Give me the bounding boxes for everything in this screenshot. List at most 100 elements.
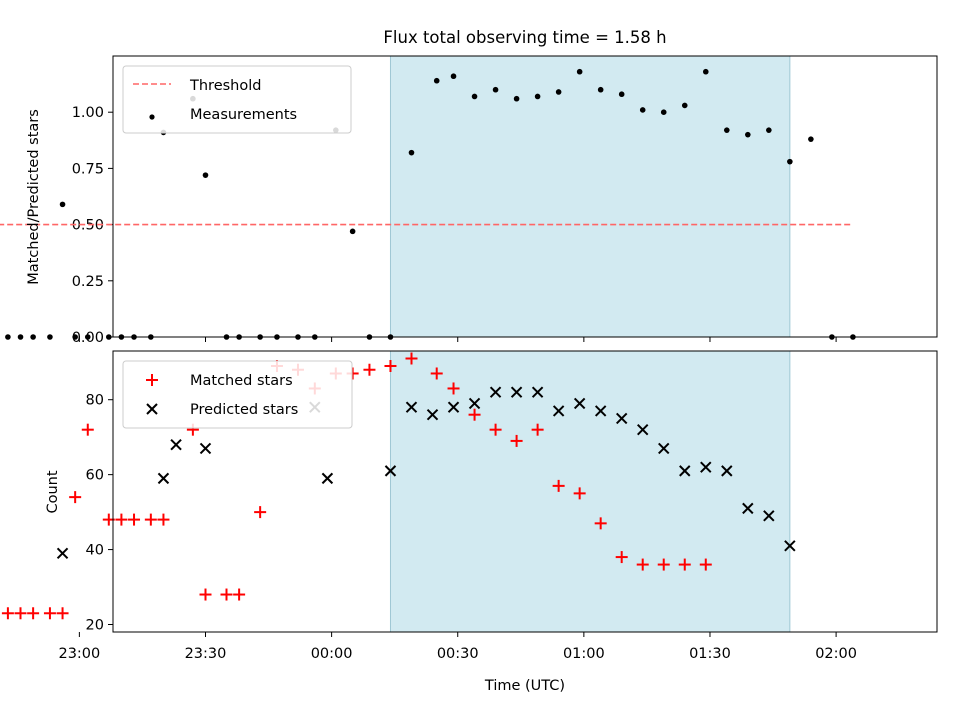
measurement-point <box>513 95 520 102</box>
predicted-star-point <box>531 386 544 398</box>
matched-star-point <box>699 558 712 571</box>
marker-stroke <box>199 442 212 455</box>
legend-matched-label: Matched stars <box>190 373 293 389</box>
predicted-star-point <box>321 472 334 485</box>
measurement-point <box>702 68 709 75</box>
y-tick-label: 40 <box>86 543 104 559</box>
x-tick-label: 23:30 <box>185 646 227 662</box>
marker-stroke <box>170 438 182 451</box>
x-tick-label: 01:30 <box>689 646 731 662</box>
measurement-point <box>766 127 772 133</box>
measurement-point <box>618 91 625 98</box>
predicted-star-point <box>170 438 182 451</box>
marker-stroke <box>700 461 712 473</box>
marker-stroke <box>384 465 397 477</box>
x-tick-label: 02:00 <box>815 646 857 662</box>
measurement-point <box>349 228 356 235</box>
predicted-star-point <box>784 540 796 552</box>
y-tick-label: 20 <box>86 618 104 634</box>
marker-stroke <box>573 397 586 410</box>
measurement-point <box>433 77 440 84</box>
measurement-point <box>576 68 583 75</box>
predicted-star-point <box>468 397 481 410</box>
legend-threshold-label: Threshold <box>189 78 261 94</box>
marker-stroke <box>321 472 334 485</box>
predicted-star-point <box>742 502 754 515</box>
y-tick-label: 0.25 <box>72 274 104 290</box>
measurement-point <box>492 86 499 93</box>
x-tick-label: 23:00 <box>58 646 100 662</box>
matched-star-point <box>678 558 691 571</box>
measurement-point <box>202 172 209 178</box>
matched-star-point <box>447 382 460 395</box>
matched-star-point <box>531 423 544 436</box>
measurement-point <box>471 93 478 100</box>
marker-stroke <box>658 442 670 455</box>
y-tick-label: 1.00 <box>72 105 104 121</box>
y-tick-label: 0.50 <box>72 218 104 234</box>
matched-star-point <box>573 487 586 500</box>
bottom-legend-box <box>122 360 353 429</box>
matched-star-point <box>233 588 246 601</box>
measurement-point <box>681 102 688 109</box>
matched-star-point <box>14 607 27 620</box>
bottom-legend: Matched stars Predicted stars <box>122 360 353 429</box>
y-tick-label: 60 <box>86 468 104 484</box>
measurement-point <box>59 201 66 208</box>
matched-star-point <box>615 551 628 564</box>
marker-stroke <box>615 412 628 425</box>
predicted-star-point <box>56 547 69 560</box>
predicted-star-point <box>157 472 170 485</box>
marker-stroke <box>405 401 418 413</box>
predicted-star-point <box>721 465 733 477</box>
matched-star-point <box>552 479 565 492</box>
chart-title: Flux total observing time = 1.58 h <box>383 28 666 47</box>
matched-star-point <box>115 513 128 526</box>
matched-star-point <box>363 363 376 376</box>
marker-stroke <box>56 547 69 560</box>
matched-star-point <box>405 352 418 365</box>
x-tick-label: 00:30 <box>437 646 479 662</box>
bottom-shaded-interval <box>389 350 791 633</box>
predicted-star-point <box>199 442 212 455</box>
predicted-star-point <box>426 408 439 421</box>
measurement-point <box>84 334 91 340</box>
predicted-star-point <box>447 401 460 413</box>
matched-star-point <box>144 513 157 526</box>
matched-star-point <box>1 607 14 620</box>
measurement-point <box>408 149 415 156</box>
top-legend-box <box>122 65 352 134</box>
matched-star-point <box>468 408 481 421</box>
predicted-star-point <box>510 386 523 398</box>
matched-star-point <box>636 558 649 571</box>
marker-stroke <box>637 423 649 436</box>
top-shaded-interval <box>389 55 791 338</box>
marker-stroke <box>594 405 607 417</box>
bottom-y-axis-label: Count <box>45 470 61 513</box>
marker-stroke <box>721 465 733 477</box>
predicted-star-point <box>637 423 649 436</box>
marker-stroke <box>552 405 565 417</box>
legend-measurements-label: Measurements <box>190 107 297 123</box>
matched-star-point <box>220 588 233 601</box>
measurement-point <box>723 127 730 133</box>
marker-stroke <box>679 465 691 477</box>
measurement-point <box>787 158 793 165</box>
matched-star-point <box>43 607 56 620</box>
predicted-star-point <box>700 461 712 473</box>
predicted-star-point <box>405 401 418 413</box>
matched-star-point <box>128 513 141 526</box>
matched-star-point <box>27 607 40 620</box>
matched-star-point <box>199 588 212 601</box>
marker-stroke <box>426 408 439 421</box>
matched-star-point <box>594 517 607 530</box>
legend-predicted-label: Predicted stars <box>190 402 298 418</box>
legend-predicted-swatch <box>146 403 158 415</box>
marker-stroke <box>763 510 775 522</box>
predicted-star-point <box>658 442 670 455</box>
y-tick-label: 80 <box>86 393 104 409</box>
top-plot-frame <box>112 55 938 338</box>
y-tick-label: 0.75 <box>72 161 104 177</box>
